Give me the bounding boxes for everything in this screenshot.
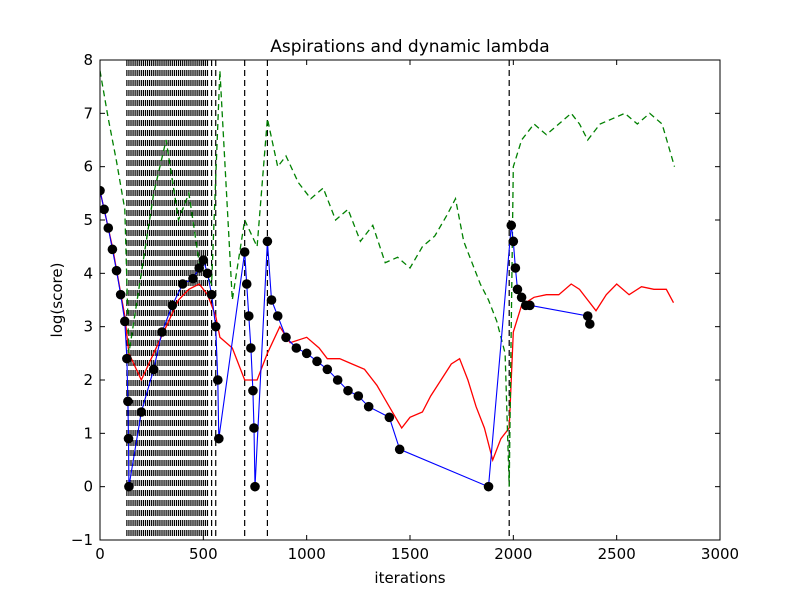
best-point-marker xyxy=(213,375,223,385)
best-point-marker xyxy=(512,284,523,295)
best-point-marker xyxy=(312,356,322,367)
best-point-marker xyxy=(100,204,109,215)
best-point-marker xyxy=(177,279,188,289)
best-point-marker xyxy=(100,185,105,196)
best-point-marker xyxy=(111,265,122,276)
x-axis-label: iterations xyxy=(374,569,445,587)
x-tick-label: 3000 xyxy=(701,545,739,563)
x-tick-label: 2500 xyxy=(598,545,636,563)
best-point-marker xyxy=(281,332,291,343)
best-point-marker xyxy=(483,481,494,492)
best-point-marker xyxy=(248,385,258,396)
best-point-marker xyxy=(582,311,593,321)
best-point-marker xyxy=(107,244,118,255)
best-point-marker xyxy=(249,423,259,433)
best-point-marker xyxy=(241,279,252,289)
best-point-marker xyxy=(103,223,114,233)
x-tick-label: 1500 xyxy=(391,545,429,563)
best-point-marker xyxy=(194,263,204,273)
y-tick-label: 6 xyxy=(83,158,93,176)
best-point-marker xyxy=(343,385,353,396)
y-tick-label: −1 xyxy=(71,531,93,549)
best-point-marker xyxy=(124,481,134,492)
best-point-marker xyxy=(301,348,312,359)
best-point-marker xyxy=(266,295,277,305)
best-point-marker xyxy=(272,311,283,321)
best-point-marker xyxy=(244,311,254,321)
best-point-marker xyxy=(202,268,213,279)
x-tick-label: 0 xyxy=(95,545,105,563)
best-point-marker xyxy=(394,444,405,455)
best-point-marker xyxy=(122,353,132,364)
y-tick-label: 1 xyxy=(83,424,93,442)
y-tick-label: 4 xyxy=(83,264,93,282)
y-tick-label: 2 xyxy=(83,371,93,389)
best-point-marker xyxy=(198,255,209,265)
best-point-marker xyxy=(332,375,343,385)
x-tick-label: 2000 xyxy=(494,545,532,563)
best-point-marker xyxy=(167,300,178,311)
best-point-marker xyxy=(214,433,224,444)
best-point-marker xyxy=(516,292,527,303)
y-axis-label: log(score) xyxy=(48,263,66,338)
best-point-marker xyxy=(363,401,374,412)
x-tick-label: 500 xyxy=(189,545,218,563)
best-point-marker xyxy=(510,263,521,273)
series-layer xyxy=(100,60,676,540)
y-tick-label: 5 xyxy=(83,211,93,229)
best-point-marker xyxy=(322,364,333,375)
best-point-marker xyxy=(506,220,517,231)
plot-area xyxy=(100,60,676,540)
best-point-marker xyxy=(250,481,260,492)
series-line-1 xyxy=(100,70,676,487)
best-point-marker xyxy=(123,433,134,444)
best-point-marker xyxy=(188,273,198,284)
best-point-marker xyxy=(115,289,126,300)
best-point-marker xyxy=(123,396,133,407)
best-point-marker xyxy=(148,364,159,375)
y-tick-label: 3 xyxy=(83,318,93,336)
best-point-marker xyxy=(291,343,302,353)
best-point-marker xyxy=(210,321,221,332)
best-point-marker xyxy=(206,289,217,300)
best-point-marker xyxy=(585,319,595,329)
best-point-marker xyxy=(384,412,395,423)
best-point-marker xyxy=(157,327,167,337)
series-line-0 xyxy=(100,190,675,463)
chart-title: Aspirations and dynamic lambda xyxy=(270,37,549,57)
y-tick-label: 0 xyxy=(83,478,93,496)
best-point-marker xyxy=(508,236,519,247)
y-tick-label: 7 xyxy=(83,104,93,122)
x-tick-label: 1000 xyxy=(288,545,326,563)
y-tick-label: 8 xyxy=(83,51,93,69)
best-point-marker xyxy=(262,236,273,247)
best-point-marker xyxy=(239,247,250,257)
best-point-marker xyxy=(136,407,147,417)
best-point-marker xyxy=(120,316,130,327)
best-point-marker xyxy=(525,300,535,311)
best-point-marker xyxy=(246,343,256,353)
best-point-marker xyxy=(353,391,364,401)
